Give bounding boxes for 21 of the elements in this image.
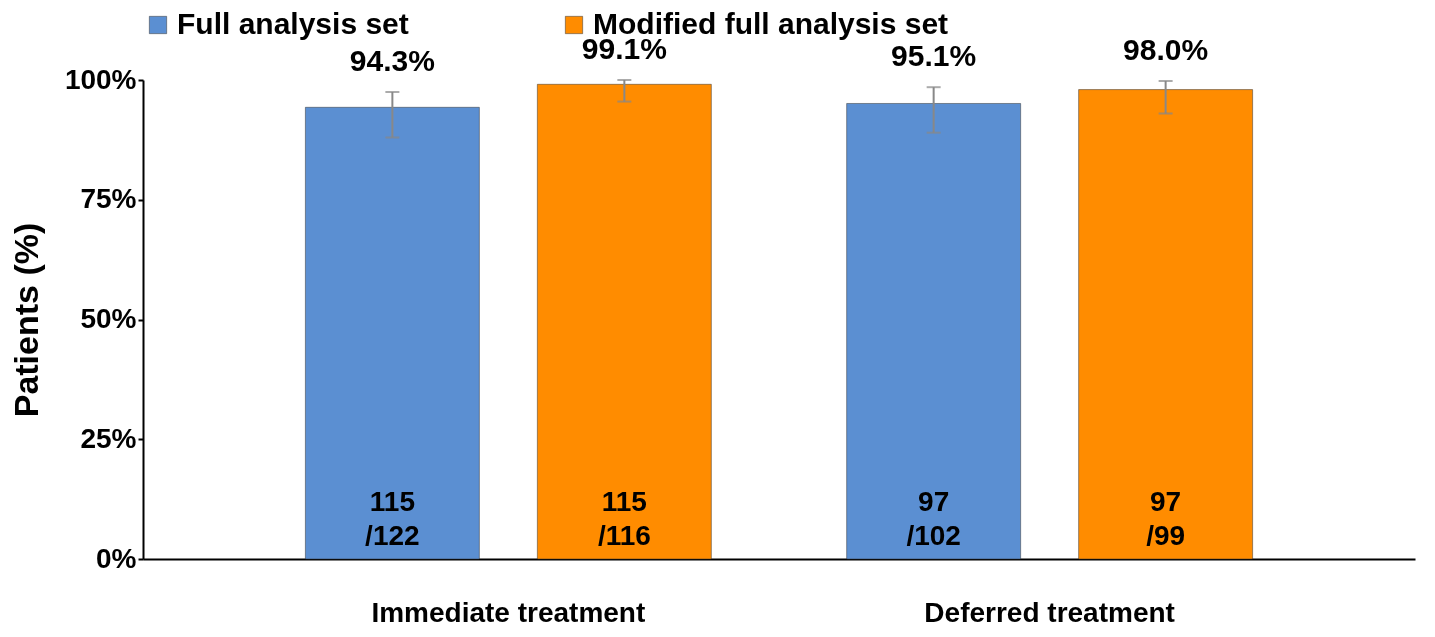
bar <box>1078 89 1253 560</box>
data-label: 95.1% <box>891 39 977 73</box>
legend-label: Modified full analysis set <box>593 7 949 40</box>
bar <box>305 107 480 560</box>
data-label: 98.0% <box>1123 32 1209 66</box>
y-tick-label: 75% <box>80 183 137 215</box>
bar <box>537 84 712 560</box>
y-tick-label: 50% <box>80 303 137 334</box>
annotation: 97 /99 <box>1146 486 1186 551</box>
bar <box>846 103 1021 560</box>
y-axis-title: Patients (%) <box>6 222 45 418</box>
x-tick-label: Immediate treatment <box>371 596 646 628</box>
y-tick-label: 100% <box>64 63 137 95</box>
legend-label: Full analysis set <box>177 7 409 40</box>
x-tick-label: Deferred treatment <box>924 596 1175 628</box>
annotation: 115 /122 <box>365 486 420 551</box>
annotation: 115 /116 <box>597 486 651 551</box>
data-label: 94.3% <box>349 43 435 77</box>
annotation: 97 /102 <box>906 486 961 551</box>
y-tick-label: 25% <box>80 422 137 454</box>
y-tick-label: 0% <box>96 542 137 574</box>
